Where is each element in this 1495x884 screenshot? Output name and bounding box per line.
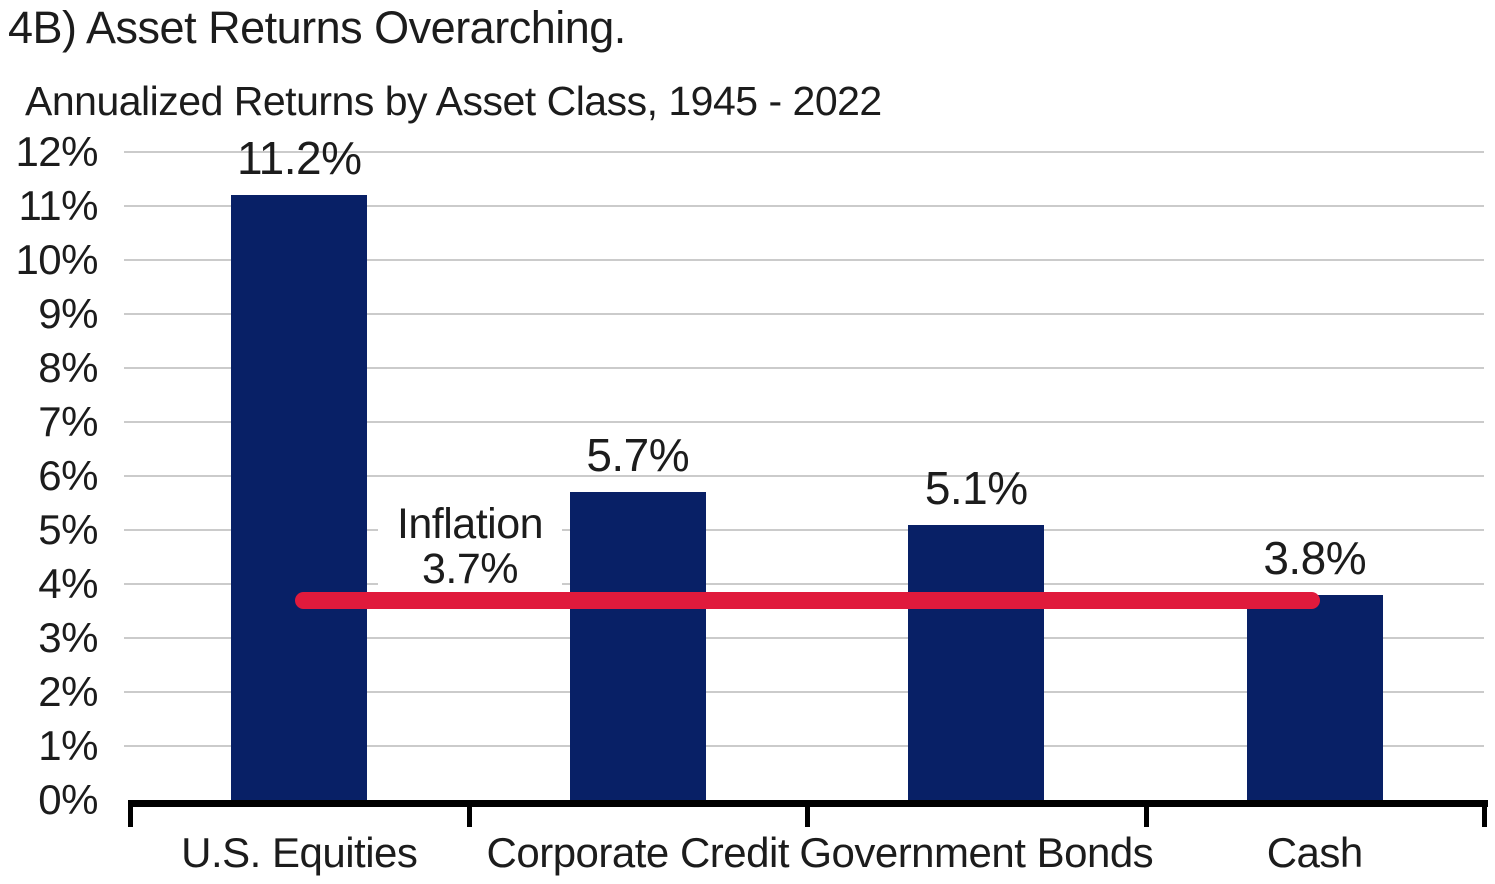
chart-heading: 4B) Asset Returns Overarching. <box>8 2 626 53</box>
gridline <box>124 367 1484 369</box>
gridline <box>124 529 1484 531</box>
x-axis-tick <box>1482 800 1487 827</box>
gridline <box>124 421 1484 423</box>
gridline <box>124 583 1484 585</box>
y-axis-tick-label: 5% <box>38 506 98 553</box>
bar-value-label: 3.8% <box>1263 531 1367 584</box>
y-axis-tick-label: 9% <box>38 290 98 337</box>
y-axis-tick-label: 7% <box>38 398 98 445</box>
y-axis-tick-label: 2% <box>38 668 98 715</box>
x-axis-category-label: Government Bonds <box>799 829 1154 876</box>
x-axis-category-label: Cash <box>1266 829 1364 876</box>
inflation-label-text: Inflation <box>396 500 544 548</box>
bar-corporate-credit <box>569 492 706 800</box>
y-axis-tick-label: 1% <box>38 722 98 769</box>
x-axis-tick <box>1143 800 1149 827</box>
gridline <box>124 259 1484 261</box>
bar-value-label: 5.7% <box>586 429 690 482</box>
y-axis-tick-label: 12% <box>15 128 98 175</box>
y-axis-tick-label: 11% <box>18 182 99 229</box>
gridline <box>124 745 1484 747</box>
x-axis-category-label: Corporate Credit <box>486 829 790 876</box>
bar-government-bonds <box>908 524 1045 800</box>
bar-cash <box>1246 594 1383 800</box>
x-axis-tick <box>128 800 133 827</box>
bar-value-label: 5.1% <box>924 461 1028 514</box>
y-axis-tick-label: 10% <box>15 236 98 283</box>
x-axis-category-label: U.S. Equities <box>181 829 418 876</box>
bar-value-label: 11.2% <box>236 132 362 185</box>
gridline <box>124 691 1484 693</box>
x-axis-tick <box>805 800 810 827</box>
y-axis-tick-label: 4% <box>38 560 98 607</box>
gridline <box>124 151 1484 153</box>
y-axis-tick-label: 0% <box>38 776 98 823</box>
gridline <box>124 205 1484 207</box>
chart-subtitle: Annualized Returns by Asset Class, 1945 … <box>25 78 882 124</box>
y-axis-tick-label: 8% <box>38 344 98 391</box>
inflation-value-text: 3.7% <box>421 545 519 593</box>
y-axis-tick-label: 6% <box>38 452 98 499</box>
gridline <box>124 313 1484 315</box>
gridline <box>124 637 1484 639</box>
x-axis-tick <box>466 800 472 827</box>
y-axis-tick-label: 3% <box>38 614 98 661</box>
inflation-line <box>295 592 1320 610</box>
inflation-label: Inflation 3.7% <box>378 502 562 592</box>
gridline <box>124 475 1484 477</box>
bar-u-s-equities <box>231 195 368 800</box>
